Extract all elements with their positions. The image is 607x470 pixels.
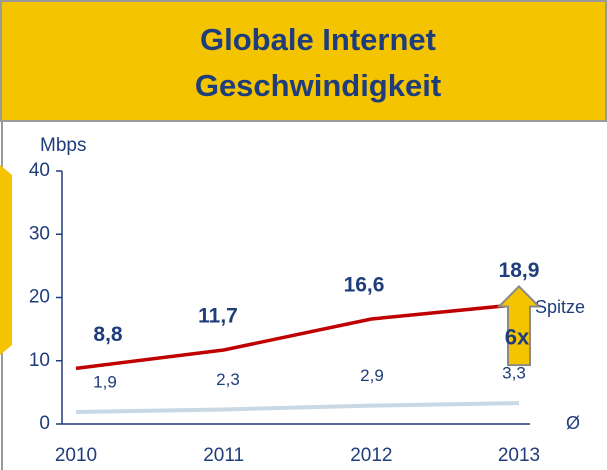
data-label: 1,9 <box>93 372 117 391</box>
chart-title: Globale Internet <box>200 22 436 57</box>
data-label: 3,3 <box>502 364 526 383</box>
data-label: 16,6 <box>344 274 385 297</box>
chart-title: Geschwindigkeit <box>195 68 441 103</box>
data-label: 2,9 <box>360 366 384 385</box>
x-tick-label: 2010 <box>55 445 97 466</box>
y-tick-label: 10 <box>29 350 50 371</box>
y-axis-label: Mbps <box>40 135 86 156</box>
y-tick-label: 20 <box>29 287 50 308</box>
x-tick-label: 2012 <box>350 445 392 466</box>
data-label: 2,3 <box>216 370 240 389</box>
y-tick-label: 40 <box>29 160 50 181</box>
y-tick-label: 30 <box>29 223 50 244</box>
growth-arrow <box>496 285 542 367</box>
data-label: 8,8 <box>93 323 123 346</box>
title-banner <box>0 0 607 122</box>
data-label: 11,7 <box>198 305 238 328</box>
x-tick-label: 2011 <box>203 445 244 466</box>
series-line <box>75 302 520 371</box>
series-line <box>75 401 520 414</box>
data-label: 18,9 <box>499 259 540 282</box>
annotation: 6x <box>505 325 530 350</box>
y-tick-label: 0 <box>39 413 50 434</box>
series-name: Spitze <box>535 297 585 317</box>
series-name: Ø <box>566 413 580 433</box>
side-decoration <box>0 165 12 355</box>
x-tick-label: 2013 <box>498 445 540 466</box>
